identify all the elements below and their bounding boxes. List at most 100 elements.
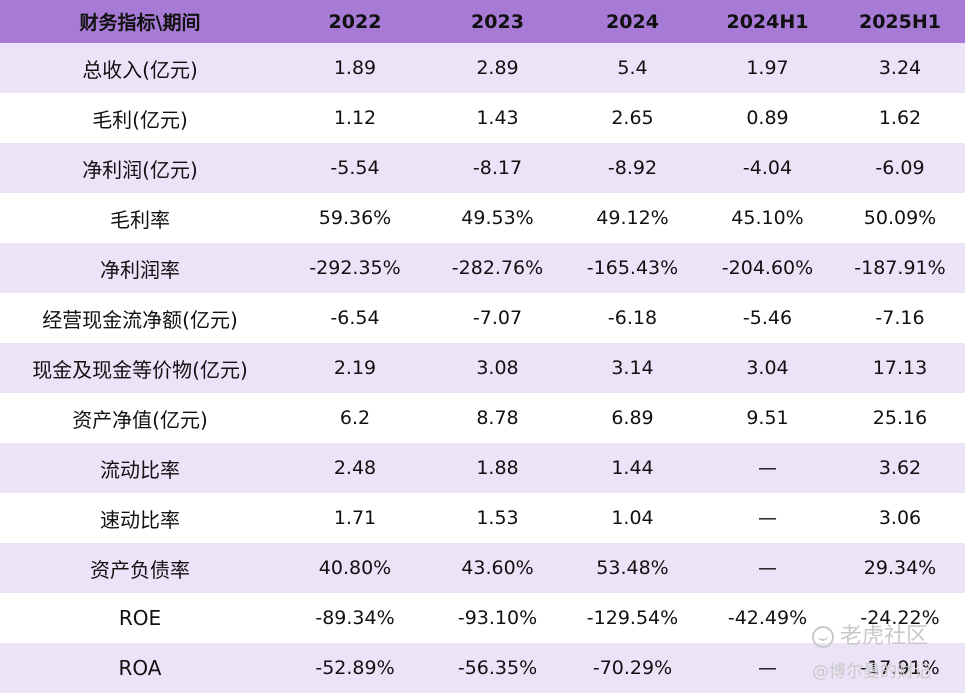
cell-value: — [758, 557, 777, 579]
cell-value: 49.12% [596, 207, 669, 229]
cell-value: 29.34% [863, 557, 937, 579]
cell-value: -5.46 [742, 307, 793, 329]
cell-value: 45.10% [731, 207, 804, 229]
table-row: ROA -52.89% -56.35% -70.29% — -17.91% [0, 643, 965, 693]
cell-value: -8.17 [472, 157, 523, 179]
cell-value: -52.89% [315, 657, 395, 679]
cell-value: -56.35% [457, 657, 538, 679]
header-metric-period: 财务指标\期间 [79, 12, 201, 34]
cell-value: 1.62 [878, 107, 922, 129]
cell-value: 2.48 [333, 457, 377, 479]
cell-value: -6.09 [875, 157, 925, 179]
cell-value: — [758, 507, 777, 529]
cell-value: -292.35% [309, 257, 401, 279]
table-row: 毛利(亿元) 1.12 1.43 2.65 0.89 1.62 [0, 93, 965, 143]
watermark-brand: 老虎社区 [812, 618, 928, 650]
header-2022: 2022 [328, 10, 382, 33]
header-2025h1: 2025H1 [858, 10, 941, 33]
table-row: 速动比率 1.71 1.53 1.04 — 3.06 [0, 493, 965, 543]
header-2023: 2023 [471, 10, 524, 33]
table-row: 经营现金流净额(亿元) -6.54 -7.07 -6.18 -5.46 -7.1… [0, 293, 965, 343]
row-label: 净利润(亿元) [82, 157, 198, 182]
table-row: 毛利率 59.36% 49.53% 49.12% 45.10% 50.09% [0, 193, 965, 243]
row-label: 净利润率 [100, 257, 180, 282]
table-row: 资产负债率 40.80% 43.60% 53.48% — 29.34% [0, 543, 965, 593]
cell-value: -7.07 [472, 307, 523, 329]
cell-value: 5.4 [617, 57, 648, 79]
cell-value: 3.06 [878, 507, 922, 529]
cell-value: 3.62 [878, 457, 922, 479]
cell-value: 25.16 [872, 407, 928, 429]
cell-value: -187.91% [854, 257, 946, 279]
cell-value: 1.04 [611, 507, 654, 529]
cell-value: 8.78 [476, 407, 519, 429]
cell-value: — [758, 657, 777, 679]
cell-value: -204.60% [721, 257, 814, 279]
cell-value: 53.48% [596, 557, 669, 579]
cell-value: -8.92 [607, 157, 658, 179]
cell-value: 3.08 [476, 357, 519, 379]
cell-value: -6.18 [607, 307, 658, 329]
cell-value: 1.88 [476, 457, 519, 479]
cell-value: -42.49% [727, 607, 808, 629]
row-label: 资产负债率 [90, 557, 190, 582]
cell-value: 43.60% [461, 557, 534, 579]
cell-value: 1.43 [476, 107, 519, 129]
cell-value: 6.2 [339, 407, 371, 429]
cell-value: -6.54 [330, 307, 380, 329]
cell-value: 40.80% [318, 557, 392, 579]
table-row: 现金及现金等价物(亿元) 2.19 3.08 3.14 3.04 17.13 [0, 343, 965, 393]
cell-value: 1.71 [333, 507, 377, 529]
row-label: 资产净值(亿元) [72, 407, 208, 432]
table-row: ROE -89.34% -93.10% -129.54% -42.49% -24… [0, 593, 965, 643]
header-2024h1: 2024H1 [726, 10, 809, 33]
watermark-handle: @博尔曼的财记 [812, 662, 931, 682]
table-header-row: 财务指标\期间 2022 2023 2024 2024H1 2025H1 [0, 0, 965, 43]
cell-value: 3.04 [746, 357, 789, 379]
cell-value: 1.53 [476, 507, 519, 529]
cell-value: 3.24 [878, 57, 922, 79]
cell-value: -5.54 [330, 157, 380, 179]
cell-value: 2.19 [333, 357, 377, 379]
row-label: ROA [118, 656, 162, 680]
row-label: 速动比率 [100, 507, 180, 532]
cell-value: -17.91% [860, 657, 940, 679]
table-row: 流动比率 2.48 1.88 1.44 — 3.62 [0, 443, 965, 493]
cell-value: 0.89 [746, 107, 789, 129]
cell-value: -89.34% [315, 607, 395, 629]
cell-value: -129.54% [586, 607, 679, 629]
cell-value: 17.13 [872, 357, 928, 379]
cell-value: 1.89 [333, 57, 377, 79]
row-label: 总收入(亿元) [82, 57, 198, 82]
cell-value: 2.65 [611, 107, 654, 129]
row-label: ROE [118, 606, 162, 630]
cell-value: -282.76% [451, 257, 544, 279]
table-row: 净利润(亿元) -5.54 -8.17 -8.92 -4.04 -6.09 [0, 143, 965, 193]
table-row: 资产净值(亿元) 6.2 8.78 6.89 9.51 25.16 [0, 393, 965, 443]
cell-value: — [758, 457, 777, 479]
cell-value: -24.22% [860, 607, 940, 629]
row-label: 毛利(亿元) [92, 107, 188, 132]
cell-value: 9.51 [746, 407, 789, 429]
row-label: 流动比率 [100, 457, 180, 482]
row-label: 经营现金流净额(亿元) [42, 307, 238, 332]
cell-value: 2.89 [476, 57, 519, 79]
row-label: 现金及现金等价物(亿元) [32, 357, 248, 382]
watermark-brand-text: 老虎社区 [840, 624, 929, 649]
row-label: 毛利率 [110, 207, 170, 232]
cell-value: -165.43% [586, 257, 679, 279]
cell-value: 6.89 [611, 407, 654, 429]
cell-value: 1.12 [333, 107, 377, 129]
header-2024: 2024 [606, 10, 659, 33]
cell-value: 3.14 [611, 357, 654, 379]
cell-value: -7.16 [875, 307, 925, 329]
table-row: 净利润率 -292.35% -282.76% -165.43% -204.60%… [0, 243, 965, 293]
cell-value: -93.10% [457, 607, 538, 629]
cell-value: -70.29% [592, 657, 673, 679]
cell-value: -4.04 [742, 157, 793, 179]
cell-value: 50.09% [863, 207, 937, 229]
table-row: 总收入(亿元) 1.89 2.89 5.4 1.97 3.24 [0, 43, 965, 93]
cell-value: 49.53% [461, 207, 534, 229]
cell-value: 59.36% [318, 207, 392, 229]
